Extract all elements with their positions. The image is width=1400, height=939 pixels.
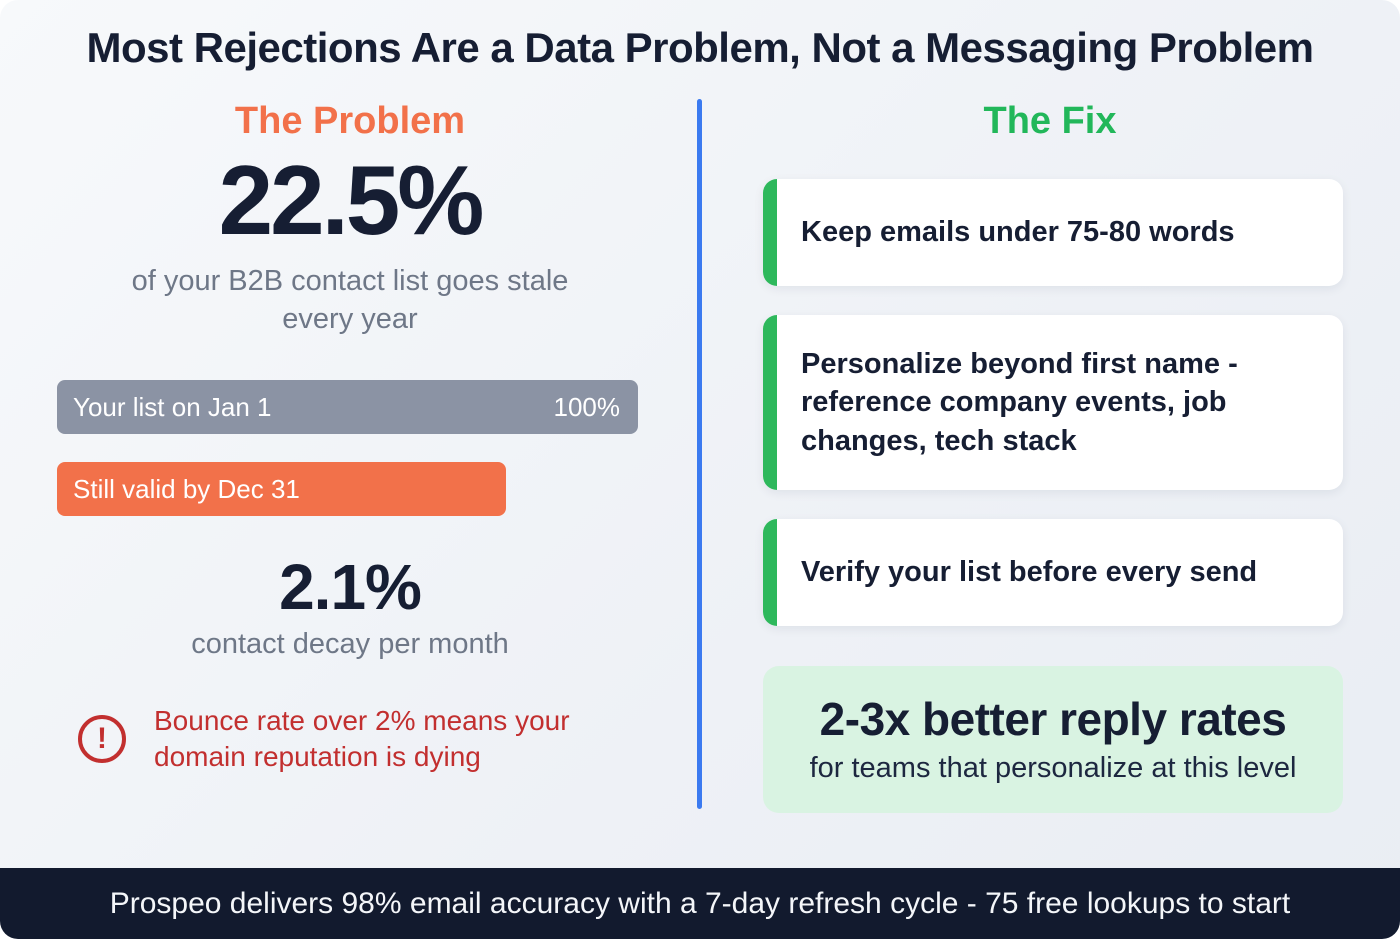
highlight-card: 2-3x better reply rates for teams that p…: [763, 665, 1343, 813]
green-accent-bar: [763, 519, 777, 626]
highlight-subtitle: for teams that personalize at this level: [809, 751, 1297, 784]
fix-cards: Keep emails under 75-80 words Personaliz…: [763, 179, 1343, 626]
problem-secondary-caption: contact decay per month: [191, 628, 509, 661]
fix-heading: The Fix: [983, 100, 1117, 142]
fix-card-text: Personalize beyond first name - referenc…: [801, 347, 1238, 457]
bar-chart: Your list on Jan 1 100% Still valid by D…: [57, 380, 638, 517]
fix-card-text: Verify your list before every send: [801, 556, 1258, 589]
bar-value-label: 100%: [553, 391, 621, 422]
problem-heading: The Problem: [234, 100, 466, 142]
problem-main-stat: 22.5%: [218, 145, 485, 255]
bar-label: Still valid by Dec 31: [73, 473, 300, 504]
highlight-title: 2-3x better reply rates: [819, 692, 1287, 745]
columns-container: The Problem 22.5% of your B2B contact li…: [0, 72, 1400, 813]
fix-card: Personalize beyond first name - referenc…: [763, 314, 1343, 491]
divider-line: [697, 99, 702, 809]
warning-text: Bounce rate over 2% means your domain re…: [154, 705, 570, 773]
green-accent-bar: [763, 314, 777, 491]
fix-card-text: Keep emails under 75-80 words: [801, 216, 1235, 248]
bar-label: Your list on Jan 1: [73, 391, 272, 422]
fix-section: The Fix Keep emails under 75-80 words Pe…: [700, 72, 1400, 813]
problem-section: The Problem 22.5% of your B2B contact li…: [0, 72, 700, 813]
footer-banner: Prospeo delivers 98% email accuracy with…: [0, 868, 1400, 939]
green-accent-bar: [763, 179, 777, 286]
problem-main-stat-caption: of your B2B contact list goes stale ever…: [131, 265, 569, 335]
fix-card: Verify your list before every send: [763, 519, 1343, 626]
bar-still-valid-dec31: Still valid by Dec 31: [57, 462, 507, 517]
fix-card: Keep emails under 75-80 words: [763, 179, 1343, 286]
bar-list-jan1: Your list on Jan 1 100%: [57, 380, 638, 435]
warning-note: ! Bounce rate over 2% means your domain …: [78, 703, 660, 775]
problem-secondary-stat: 2.1%: [279, 551, 422, 624]
warning-icon: !: [78, 715, 126, 764]
page-title: Most Rejections Are a Data Problem, Not …: [86, 24, 1314, 71]
